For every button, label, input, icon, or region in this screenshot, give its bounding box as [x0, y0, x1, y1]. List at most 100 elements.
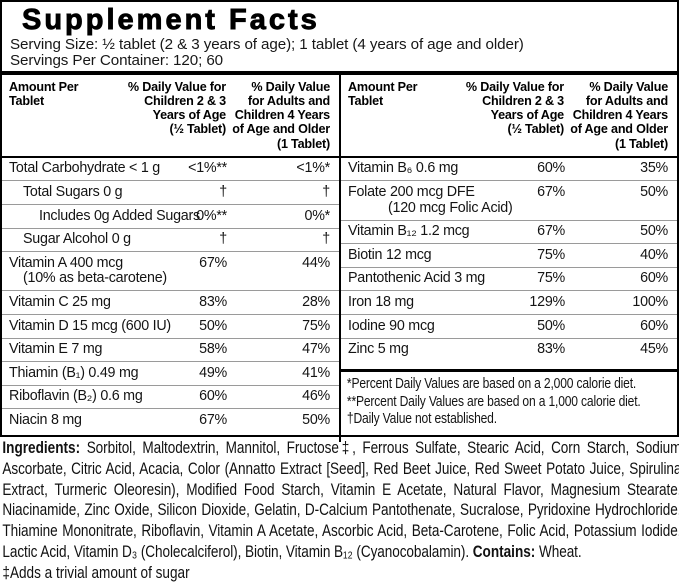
daily-value-adults: 75%: [302, 317, 330, 334]
daily-value-adults: 28%: [302, 293, 330, 310]
nutrient-row: Riboflavin (B₂) 0.6 mg 60% 46%: [2, 384, 339, 409]
daily-value-children: 75%: [537, 270, 565, 287]
nutrient-name-cell: Vitamin E 7 mg: [9, 342, 157, 358]
daily-value-adults: 60%: [640, 270, 668, 287]
daily-value-children: 60%: [537, 160, 565, 177]
nutrient-name: Vitamin C 25 mg: [9, 293, 111, 310]
nutrient-name-cell: Niacin 8 mg: [9, 412, 157, 429]
nutrient-name-cell: Vitamin B₆ 0.6 mg: [348, 161, 495, 177]
daily-value-adults: 40%: [640, 246, 668, 263]
column-headers-right: Amount Per Tablet % Daily Value for Chil…: [341, 75, 677, 158]
added-sugar-footnote: ‡Adds a trivial amount of sugar: [2, 562, 190, 582]
daily-value-adults: 47%: [302, 341, 330, 358]
column-headers-left: Amount Per Tablet % Daily Value for Chil…: [2, 75, 339, 158]
daily-value-children: 67%: [199, 411, 227, 428]
nutrient-name: Vitamin B₁₂ 1.2 mcg: [348, 223, 470, 240]
nutrient-row: Vitamin C 25 mg 83% 28%: [2, 290, 339, 314]
nutrient-name-cell: Vitamin C 25 mg: [9, 293, 157, 311]
daily-value-children: 67%: [537, 183, 565, 200]
daily-value-adults: 50%: [302, 411, 330, 428]
nutrient-row: Zinc 5 mg 83% 45%: [341, 337, 677, 362]
daily-value-adults: 50%: [640, 183, 668, 200]
nutrient-name-cell: Total Carbohydrate < 1 g: [9, 161, 160, 177]
nutrient-name: Iodine 90 mcg: [348, 317, 435, 334]
nutrient-name: Thiamin (B₁) 0.49 mg: [9, 364, 139, 381]
nutrient-row: Vitamin E 7 mg 58% 47%: [2, 337, 339, 362]
daily-value-children: 75%: [537, 246, 565, 263]
daily-value-children: †: [219, 183, 227, 200]
daily-value-adults: 41%: [302, 364, 330, 381]
serving-size-text: Serving Size: ½ tablet (2 & 3 years of a…: [10, 36, 524, 54]
daily-value-adults: 60%: [640, 317, 668, 334]
footnotes: *Percent Daily Values are based on a 2,0…: [341, 372, 668, 429]
daily-value-children: 67%: [199, 254, 227, 271]
nutrient-name: Vitamin E 7 mg: [9, 341, 103, 358]
nutrient-name: Vitamin A 400 mcg: [9, 254, 123, 271]
daily-value-children: 83%: [199, 293, 227, 310]
nutrient-name-secondary: (120 mcg Folic Acid): [388, 199, 513, 216]
header-daily-value-children: % Daily Value for Children 2 & 3 Years o…: [465, 79, 564, 137]
ingredients-paragraph: Ingredients: Sorbitol, Maltodextrin, Man…: [2, 438, 679, 563]
daily-value-children: 60%: [199, 388, 227, 405]
facts-columns: Amount Per Tablet % Daily Value for Chil…: [2, 74, 677, 442]
daily-value-children: <1%**: [188, 160, 227, 177]
servings-per-container-text: Servings Per Container: 120; 60: [10, 51, 224, 69]
nutrient-row: Total Sugars 0 g † †: [2, 180, 339, 204]
daily-value-adults: †: [322, 231, 330, 248]
nutrient-name-cell: Thiamin (B₁) 0.49 mg: [9, 364, 157, 382]
nutrient-row: Iodine 90 mcg 50% 60%: [341, 314, 677, 338]
footnote-line: **Percent Daily Values are based on a 1,…: [346, 393, 641, 410]
facts-panel-right: Amount Per Tablet % Daily Value for Chil…: [341, 75, 677, 442]
nutrient-name: Riboflavin (B₂) 0.6 mg: [9, 388, 143, 405]
header-amount-per-tablet: Amount Per Tablet: [348, 79, 418, 109]
contains-text: Wheat.: [535, 541, 582, 561]
daily-value-children: 50%: [537, 317, 565, 334]
header-daily-value-adults: % Daily Value for Adults and Children 4 …: [570, 79, 668, 151]
daily-value-children: 67%: [537, 223, 565, 240]
ingredients-list: Sorbitol, Maltodextrin, Mannitol, Fructo…: [2, 438, 679, 561]
nutrient-name: Vitamin B₆ 0.6 mg: [348, 160, 459, 177]
nutrient-name-cell: Vitamin A 400 mcg (10% as beta-carotene): [9, 254, 167, 287]
nutrient-name: Includes 0g Added Sugars: [39, 207, 200, 224]
daily-value-children: 58%: [199, 341, 227, 358]
nutrient-name-cell: Biotin 12 mcg: [348, 247, 495, 264]
nutrient-name: Iron 18 mg: [348, 293, 414, 310]
facts-panel-left: Amount Per Tablet % Daily Value for Chil…: [2, 74, 341, 442]
contains-label: Contains:: [472, 541, 536, 561]
nutrient-name-secondary: (10% as beta-carotene): [23, 270, 167, 287]
footnote-rule: [341, 369, 677, 373]
nutrient-rows-right: Vitamin B₆ 0.6 mg 60% 35% Folate 200 mcg…: [341, 158, 677, 369]
daily-value-adults: 44%: [302, 254, 330, 271]
nutrient-name-cell: Vitamin B₁₂ 1.2 mcg: [348, 224, 495, 240]
supplement-facts-panel: Supplement Facts Serving Size: ½ tablet …: [0, 0, 679, 442]
footnote-line: †Daily Value not established.: [346, 411, 497, 428]
thick-rule: [2, 70, 677, 75]
daily-value-adults: <1%*: [296, 160, 330, 177]
nutrient-name: Pantothenic Acid 3 mg: [348, 270, 486, 287]
header-amount-per-tablet: Amount Per Tablet: [9, 79, 79, 109]
nutrient-row: Vitamin B₁₂ 1.2 mcg 67% 50%: [341, 219, 677, 244]
nutrient-row: Biotin 12 mcg 75% 40%: [341, 243, 677, 267]
nutrient-name-cell: Pantothenic Acid 3 mg: [348, 271, 495, 287]
nutrient-row: Iron 18 mg 129% 100%: [341, 290, 677, 314]
daily-value-adults: 50%: [640, 223, 668, 240]
daily-value-children: †: [219, 231, 227, 248]
nutrient-name-cell: Iron 18 mg: [348, 293, 495, 311]
nutrient-name-cell: Vitamin D 15 mcg (600 IU): [9, 318, 171, 335]
nutrient-name-cell: Sugar Alcohol 0 g: [9, 232, 157, 248]
nutrient-name-cell: Iodine 90 mcg: [348, 317, 495, 335]
nutrient-name-cell: Total Sugars 0 g: [9, 184, 157, 201]
daily-value-adults: 45%: [640, 341, 668, 358]
daily-value-adults: †: [322, 183, 330, 200]
header-daily-value-children: % Daily Value for Children 2 & 3 Years o…: [127, 79, 226, 137]
header-daily-value-adults: % Daily Value for Adults and Children 4 …: [232, 79, 330, 151]
nutrient-row: Vitamin A 400 mcg (10% as beta-carotene)…: [2, 251, 339, 290]
ingredients-section: Ingredients: Sorbitol, Maltodextrin, Man…: [0, 438, 679, 584]
nutrient-name: Zinc 5 mg: [348, 341, 409, 358]
daily-value-adults: 100%: [632, 293, 668, 310]
nutrient-row: Sugar Alcohol 0 g † †: [2, 227, 339, 252]
daily-value-children: 49%: [199, 364, 227, 381]
nutrient-name: Folate 200 mcg DFE: [348, 183, 475, 200]
ingredients-label: Ingredients:: [2, 438, 81, 457]
